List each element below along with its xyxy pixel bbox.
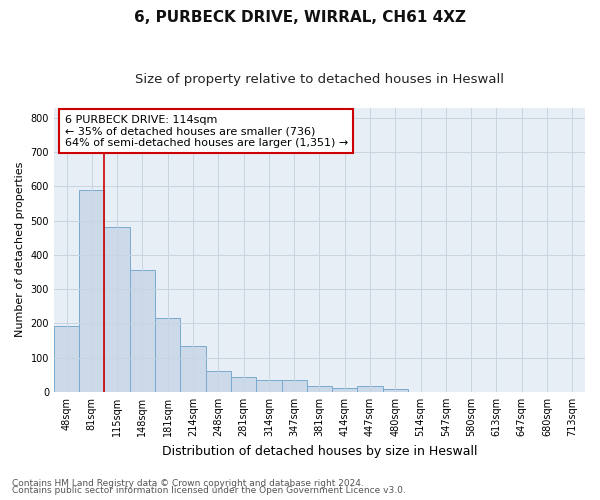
Bar [206,370,231,392]
Text: 6, PURBECK DRIVE, WIRRAL, CH61 4XZ: 6, PURBECK DRIVE, WIRRAL, CH61 4XZ [134,10,466,25]
Bar [130,270,155,392]
Bar [332,388,358,392]
Bar [358,386,383,392]
Y-axis label: Number of detached properties: Number of detached properties [15,162,25,338]
Bar [79,190,104,392]
Text: 6 PURBECK DRIVE: 114sqm
← 35% of detached houses are smaller (736)
64% of semi-d: 6 PURBECK DRIVE: 114sqm ← 35% of detache… [65,114,348,148]
Bar [181,346,206,392]
Text: Contains public sector information licensed under the Open Government Licence v3: Contains public sector information licen… [12,486,406,495]
Bar [231,377,256,392]
Bar [383,389,408,392]
Title: Size of property relative to detached houses in Heswall: Size of property relative to detached ho… [135,72,504,86]
Bar [307,386,332,392]
Text: Contains HM Land Registry data © Crown copyright and database right 2024.: Contains HM Land Registry data © Crown c… [12,478,364,488]
Bar [155,318,181,392]
Bar [256,380,281,392]
Bar [281,380,307,392]
X-axis label: Distribution of detached houses by size in Heswall: Distribution of detached houses by size … [162,444,477,458]
Bar [54,326,79,392]
Bar [104,228,130,392]
